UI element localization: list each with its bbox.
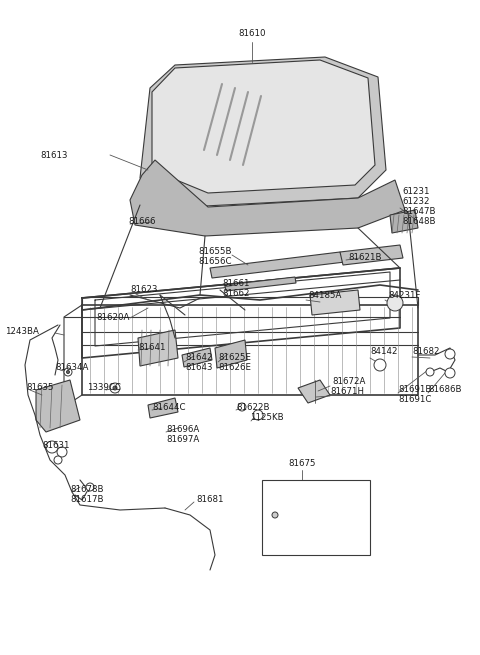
Text: 81648B: 81648B <box>402 217 435 227</box>
Polygon shape <box>160 65 368 188</box>
Polygon shape <box>148 398 178 418</box>
Circle shape <box>64 368 72 376</box>
Text: 81691C: 81691C <box>398 396 432 405</box>
Text: 81617B: 81617B <box>70 495 104 504</box>
Text: 81643: 81643 <box>185 364 213 373</box>
Text: 81647B: 81647B <box>402 208 435 217</box>
Circle shape <box>253 410 263 420</box>
Text: 81678B: 81678B <box>70 485 104 495</box>
Text: 81644C: 81644C <box>152 403 185 413</box>
Polygon shape <box>130 160 405 236</box>
Text: 81671H: 81671H <box>330 388 364 396</box>
Polygon shape <box>285 492 340 543</box>
Polygon shape <box>152 60 375 193</box>
Text: 81626E: 81626E <box>218 364 251 373</box>
Text: 81634A: 81634A <box>55 364 88 373</box>
Text: 1243BA: 1243BA <box>5 328 39 337</box>
Text: 1339CC: 1339CC <box>87 383 121 392</box>
Text: 81691B: 81691B <box>398 386 432 394</box>
Circle shape <box>54 456 62 464</box>
Polygon shape <box>340 245 403 265</box>
Text: 81656C: 81656C <box>198 257 231 267</box>
Polygon shape <box>215 340 247 368</box>
Text: 81641: 81641 <box>138 343 166 352</box>
Text: 81681: 81681 <box>196 495 224 504</box>
Text: 81613: 81613 <box>40 151 68 160</box>
Text: 81661: 81661 <box>222 278 250 288</box>
Text: 84142: 84142 <box>370 348 397 356</box>
Circle shape <box>46 441 58 453</box>
Text: 81622B: 81622B <box>236 403 269 413</box>
Text: 81610: 81610 <box>238 29 266 38</box>
Text: 81620A: 81620A <box>96 314 130 322</box>
Text: 81623: 81623 <box>130 286 157 295</box>
Text: 81696A: 81696A <box>166 426 199 434</box>
Polygon shape <box>138 330 178 366</box>
Text: 81635: 81635 <box>26 383 53 392</box>
Polygon shape <box>298 380 330 403</box>
Circle shape <box>374 359 386 371</box>
Polygon shape <box>182 348 212 367</box>
Text: 84185A: 84185A <box>308 291 341 301</box>
Polygon shape <box>36 380 80 432</box>
Circle shape <box>86 483 94 491</box>
Circle shape <box>272 512 278 518</box>
Text: 81621B: 81621B <box>348 253 382 263</box>
Polygon shape <box>140 57 386 206</box>
Bar <box>262 480 370 555</box>
Circle shape <box>426 368 434 376</box>
Text: 61231: 61231 <box>402 187 430 196</box>
Text: 81625E: 81625E <box>218 354 251 362</box>
Text: 81662: 81662 <box>222 288 250 297</box>
Circle shape <box>57 447 67 457</box>
Text: 81672A: 81672A <box>332 377 365 386</box>
Text: 81631: 81631 <box>42 441 70 449</box>
Circle shape <box>387 295 403 311</box>
Text: 81686B: 81686B <box>428 386 461 394</box>
Circle shape <box>67 371 70 373</box>
Circle shape <box>445 368 455 378</box>
Text: 81697A: 81697A <box>166 436 199 445</box>
Text: 81655B: 81655B <box>198 248 231 257</box>
Circle shape <box>113 386 117 390</box>
Text: 81675: 81675 <box>288 459 316 468</box>
Text: 81642: 81642 <box>185 354 213 362</box>
Polygon shape <box>390 210 418 233</box>
Polygon shape <box>152 60 375 193</box>
Text: 81666: 81666 <box>128 217 156 227</box>
Polygon shape <box>210 252 345 278</box>
Text: 61232: 61232 <box>402 198 430 206</box>
Polygon shape <box>225 277 296 291</box>
Text: 84231F: 84231F <box>388 291 420 301</box>
Circle shape <box>445 349 455 359</box>
Text: 81682: 81682 <box>412 348 440 356</box>
Circle shape <box>238 403 246 411</box>
Text: 1125KB: 1125KB <box>250 413 284 422</box>
Circle shape <box>110 383 120 393</box>
Polygon shape <box>310 290 360 315</box>
